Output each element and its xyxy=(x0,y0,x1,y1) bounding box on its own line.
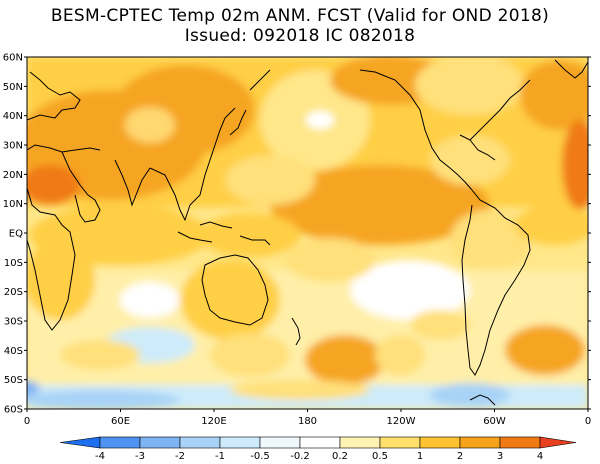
map-subtitle: Issued: 092018 IC 082018 xyxy=(184,26,416,46)
legend-label: -0.5 xyxy=(250,451,270,462)
legend-swatch xyxy=(499,436,541,449)
legend-label: -1 xyxy=(215,451,225,462)
lat-label: 20S xyxy=(4,287,23,298)
legend-label: 4 xyxy=(537,451,543,462)
lat-label: 50S xyxy=(4,375,23,386)
legend-swatch xyxy=(459,436,501,449)
legend-label: -2 xyxy=(175,451,185,462)
map-title: BESM-CPTEC Temp 02m ANM. FCST (Valid for… xyxy=(50,6,550,26)
lon-label: 0 xyxy=(585,416,591,427)
lat-label: 40S xyxy=(4,346,23,357)
lat-label: 50N xyxy=(3,82,23,93)
longitude-axis: 0 60E 120E 180 120W 60W 0 xyxy=(24,409,591,427)
lat-label: 40N xyxy=(3,111,23,122)
legend-label: 0.2 xyxy=(332,451,348,462)
anomaly-field xyxy=(27,57,588,409)
lat-label: 10S xyxy=(4,258,23,269)
lon-label: 180 xyxy=(298,416,317,427)
lon-label: 60E xyxy=(111,416,130,427)
legend-swatch xyxy=(419,436,461,449)
legend-label: -0.2 xyxy=(290,451,310,462)
lat-label: 20N xyxy=(3,170,23,181)
color-legend: -4 -3 -2 -1 -0.5 -0.2 0.2 0.5 1 2 3 4 xyxy=(59,436,577,462)
lat-label: 30S xyxy=(4,317,23,328)
lon-label: 60W xyxy=(483,416,506,427)
lon-label: 120E xyxy=(201,416,226,427)
legend-label: -3 xyxy=(135,451,145,462)
legend-label: 3 xyxy=(497,451,503,462)
legend-label: 1 xyxy=(417,451,423,462)
lat-label: 10N xyxy=(3,199,23,210)
lon-label: 0 xyxy=(24,416,30,427)
legend-swatch xyxy=(379,436,421,449)
legend-swatch xyxy=(259,436,301,449)
legend-swatch xyxy=(139,436,181,449)
legend-swatch xyxy=(339,436,381,449)
legend-label: 2 xyxy=(457,451,463,462)
legend-label: 0.5 xyxy=(372,451,388,462)
lon-label: 120W xyxy=(387,416,416,427)
lat-label: 60S xyxy=(4,405,23,416)
legend-arrow-low xyxy=(59,436,101,449)
legend-label: -4 xyxy=(95,451,105,462)
coastlines xyxy=(27,59,588,406)
legend-swatch xyxy=(179,436,221,449)
legend-swatch xyxy=(219,436,261,449)
legend-arrow-high xyxy=(539,436,577,449)
legend-swatch xyxy=(99,436,141,449)
latitude-axis: 60N 50N 40N 30N 20N 10N EQ 10S 20S 30S 40S 50S 60S xyxy=(3,53,591,416)
lat-label: 60N xyxy=(3,53,23,64)
lat-label: EQ xyxy=(9,229,23,240)
lat-label: 30N xyxy=(3,141,23,152)
legend-swatch xyxy=(299,436,341,449)
